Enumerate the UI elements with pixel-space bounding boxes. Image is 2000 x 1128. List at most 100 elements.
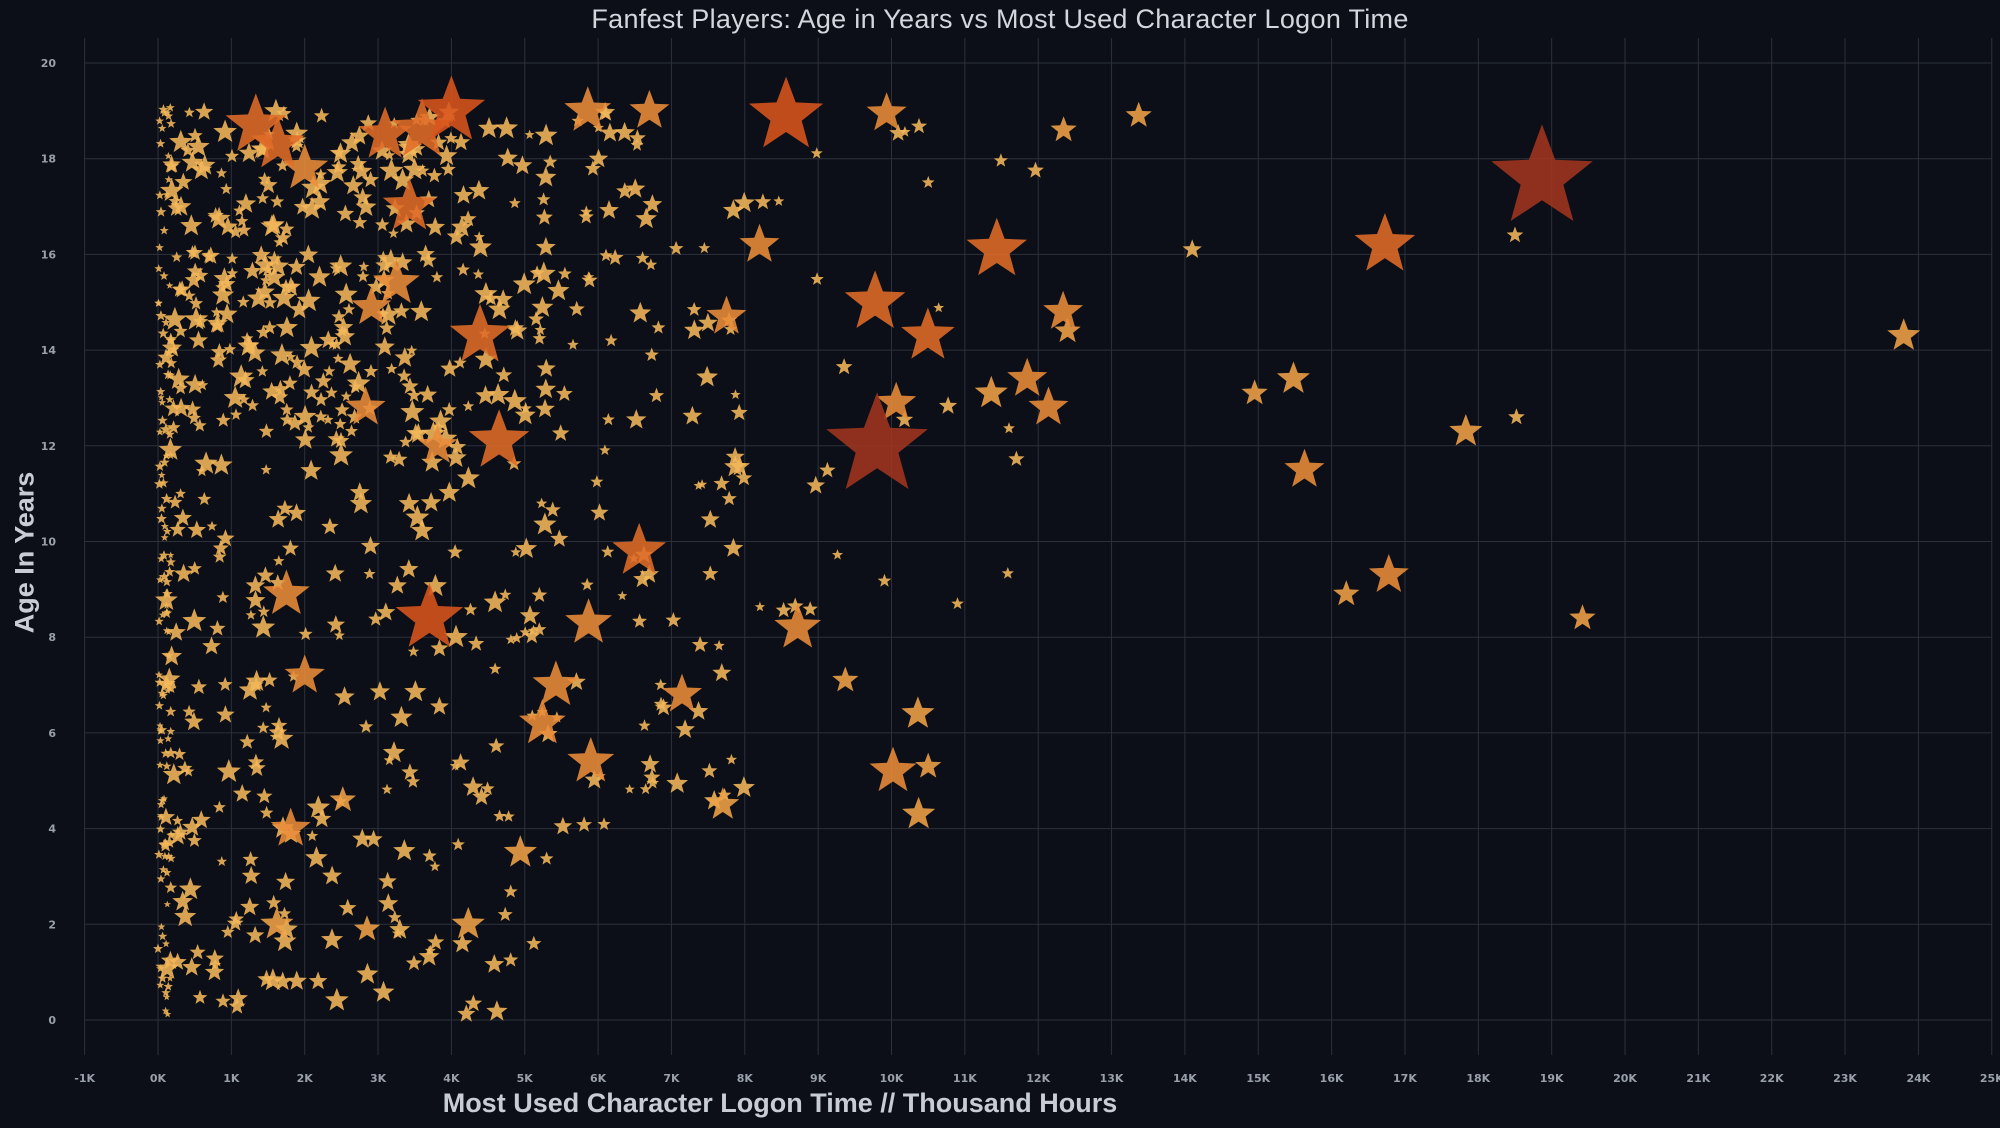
data-point [648, 387, 665, 403]
data-point [515, 537, 538, 558]
data-point [301, 175, 326, 199]
data-point [162, 626, 171, 635]
data-point [346, 370, 371, 394]
data-point [567, 737, 615, 782]
data-point [578, 208, 594, 224]
data-point [1054, 317, 1081, 343]
data-point [155, 427, 164, 436]
data-point [564, 86, 612, 131]
data-point [336, 204, 355, 222]
data-point [167, 199, 186, 216]
data-point [207, 206, 231, 229]
data-point [895, 410, 914, 428]
data-point [933, 302, 944, 313]
data-point [556, 385, 573, 401]
data-point [308, 171, 332, 194]
x-tick-label: 7K [663, 1072, 680, 1085]
data-point [158, 571, 170, 582]
data-point [381, 783, 393, 795]
data-point [1569, 604, 1596, 630]
data-point [599, 444, 611, 456]
data-point [154, 264, 163, 273]
data-point [691, 636, 709, 652]
x-tick-label: 1K [223, 1072, 240, 1085]
data-point [724, 455, 747, 477]
data-point [243, 261, 262, 279]
data-point [352, 828, 373, 848]
data-point [425, 216, 446, 236]
data-point [712, 663, 732, 682]
data-point [826, 392, 928, 489]
x-tick-label: 15K [1246, 1072, 1270, 1085]
x-tick-label: 12K [1026, 1072, 1050, 1085]
data-point [503, 835, 537, 867]
data-point [294, 428, 316, 449]
data-point [275, 917, 298, 940]
data-point [269, 574, 287, 591]
x-tick-label: 10K [880, 1072, 904, 1085]
data-point [278, 221, 295, 236]
data-point [730, 403, 748, 421]
data-point [730, 389, 741, 400]
data-point [1007, 357, 1048, 396]
data-point [628, 129, 646, 146]
data-point [239, 733, 256, 749]
data-point [713, 639, 725, 651]
data-point [165, 281, 174, 289]
data-point [526, 935, 542, 951]
data-point [326, 615, 345, 633]
data-point [276, 499, 294, 516]
data-point [155, 824, 166, 834]
data-point [568, 300, 585, 316]
data-point [228, 224, 243, 239]
data-point [195, 464, 208, 477]
data-point [362, 171, 380, 188]
data-point [177, 760, 193, 775]
y-tick-label: 16 [41, 248, 57, 261]
data-point [325, 563, 345, 582]
data-point [162, 526, 172, 536]
data-point [373, 258, 420, 303]
data-point [158, 104, 169, 115]
y-tick-label: 8 [48, 631, 56, 644]
y-axis-label: Age In Years [9, 471, 40, 634]
data-point [262, 381, 282, 400]
data-point [341, 131, 363, 153]
data-point [159, 225, 169, 235]
data-point [590, 475, 604, 488]
data-point [472, 268, 484, 280]
data-point [163, 686, 172, 694]
x-tick-label: 11K [953, 1072, 977, 1085]
data-point [171, 280, 189, 297]
data-point [158, 398, 167, 406]
data-point [469, 235, 492, 258]
data-point [326, 161, 348, 182]
data-point [1028, 386, 1069, 425]
data-point [475, 385, 496, 405]
data-point [166, 420, 181, 434]
data-point [401, 377, 419, 394]
data-point [445, 446, 467, 467]
data-point [156, 980, 165, 989]
data-point [158, 610, 167, 619]
data-point [732, 776, 755, 797]
data-point [267, 254, 290, 276]
data-point [182, 704, 196, 718]
data-point [721, 490, 737, 506]
data-point [153, 478, 165, 489]
data-point [395, 582, 464, 647]
data-point [426, 167, 443, 183]
x-tick-label: 25K [1980, 1072, 2000, 1085]
data-point [171, 251, 183, 263]
x-tick-label: 8K [737, 1072, 754, 1085]
data-point [629, 89, 670, 128]
data-point [256, 191, 270, 204]
data-point [459, 210, 477, 227]
data-point [401, 763, 419, 780]
data-point [210, 343, 228, 360]
data-point [221, 925, 235, 938]
data-point [382, 449, 399, 464]
data-point [388, 117, 401, 129]
data-point [410, 300, 433, 322]
data-point [169, 521, 186, 537]
